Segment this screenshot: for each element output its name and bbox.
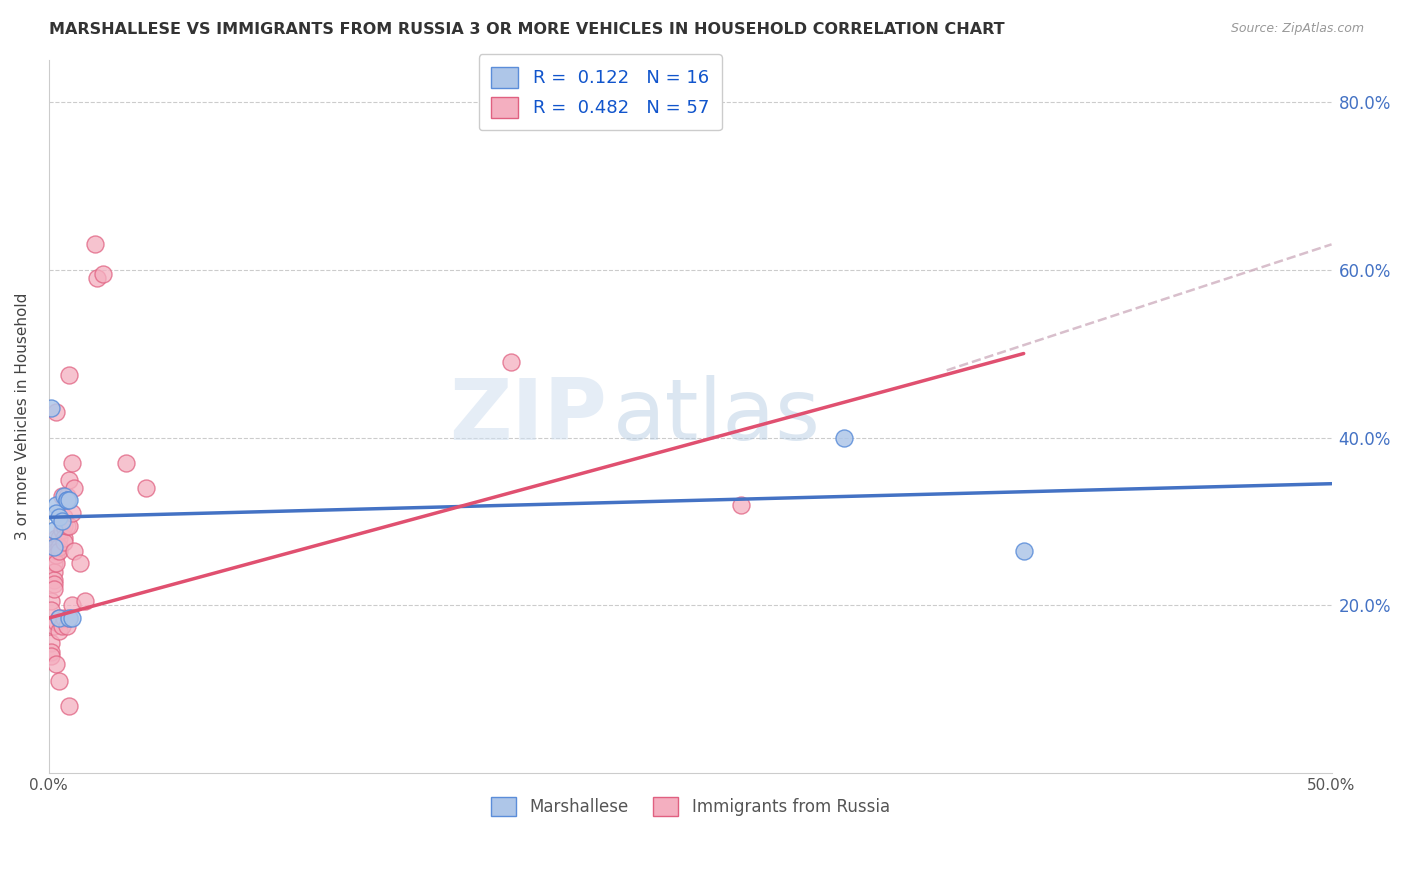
Point — [53, 611, 76, 625]
Point — [39, 594, 62, 608]
Point — [51, 523, 73, 537]
Point — [48, 544, 70, 558]
Point — [48, 674, 70, 689]
Text: Source: ZipAtlas.com: Source: ZipAtlas.com — [1230, 22, 1364, 36]
Point — [55, 619, 77, 633]
Point — [60, 599, 83, 613]
Point — [48, 624, 70, 638]
Point — [42, 577, 65, 591]
Point — [42, 544, 65, 558]
Point — [48, 611, 70, 625]
Point — [48, 510, 70, 524]
Point — [60, 611, 83, 625]
Point — [58, 473, 80, 487]
Point — [51, 489, 73, 503]
Point — [63, 544, 86, 558]
Point — [60, 506, 83, 520]
Point — [58, 611, 80, 625]
Text: ZIP: ZIP — [449, 375, 607, 458]
Point — [39, 648, 62, 663]
Legend: Marshallese, Immigrants from Russia: Marshallese, Immigrants from Russia — [481, 787, 900, 826]
Point — [55, 493, 77, 508]
Text: atlas: atlas — [613, 375, 821, 458]
Point — [42, 557, 65, 571]
Point — [45, 548, 67, 562]
Point — [39, 401, 62, 416]
Point — [55, 518, 77, 533]
Point — [39, 636, 62, 650]
Point — [42, 540, 65, 554]
Point — [42, 565, 65, 579]
Point — [42, 523, 65, 537]
Point — [53, 489, 76, 503]
Point — [39, 602, 62, 616]
Point — [114, 456, 136, 470]
Point — [48, 611, 70, 625]
Point — [135, 481, 157, 495]
Point — [53, 535, 76, 549]
Point — [45, 557, 67, 571]
Point — [55, 489, 77, 503]
Point — [45, 544, 67, 558]
Point — [73, 594, 96, 608]
Point — [69, 557, 91, 571]
Point — [730, 498, 752, 512]
Point — [45, 657, 67, 672]
Point — [51, 619, 73, 633]
Point — [55, 493, 77, 508]
Point — [45, 531, 67, 545]
Point — [48, 540, 70, 554]
Point — [48, 531, 70, 545]
Point — [63, 481, 86, 495]
Point — [58, 518, 80, 533]
Point — [55, 493, 77, 508]
Point — [39, 645, 62, 659]
Point — [1012, 544, 1035, 558]
Point — [45, 405, 67, 419]
Point — [58, 493, 80, 508]
Point — [53, 531, 76, 545]
Point — [499, 355, 522, 369]
Point — [42, 574, 65, 588]
Text: MARSHALLESE VS IMMIGRANTS FROM RUSSIA 3 OR MORE VEHICLES IN HOUSEHOLD CORRELATIO: MARSHALLESE VS IMMIGRANTS FROM RUSSIA 3 … — [49, 22, 1005, 37]
Point — [832, 430, 855, 444]
Point — [45, 498, 67, 512]
Point — [45, 540, 67, 554]
Y-axis label: 3 or more Vehicles in Household: 3 or more Vehicles in Household — [15, 293, 30, 541]
Point — [45, 615, 67, 630]
Point — [60, 456, 83, 470]
Point — [86, 271, 108, 285]
Point — [58, 699, 80, 714]
Point — [45, 506, 67, 520]
Point — [51, 515, 73, 529]
Point — [58, 611, 80, 625]
Point — [42, 582, 65, 596]
Point — [91, 267, 114, 281]
Point — [53, 510, 76, 524]
Point — [42, 619, 65, 633]
Point — [58, 368, 80, 382]
Point — [84, 237, 107, 252]
Point — [53, 518, 76, 533]
